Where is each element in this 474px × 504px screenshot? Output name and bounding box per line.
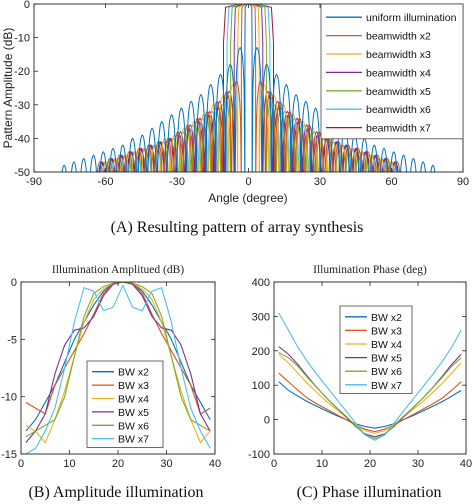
chart-c-ytick-label: 200 [252,346,270,358]
chart-b-caption: (B) Amplitude illumination [28,484,203,501]
chart-c-ytick-label: 400 [252,277,270,289]
chart-a-ytick-label: -20 [14,66,30,78]
chart-c-series-line [278,352,462,440]
chart-a-ytick-label: -50 [14,167,30,179]
chart-c-legend-label: BW x6 [371,366,402,378]
chart-b-legend-label: BW x4 [118,394,149,406]
chart-a-series-line [61,4,436,172]
chart-c-xtick-label: 30 [412,458,424,470]
chart-c-legend-box [339,305,413,394]
chart-a-legend-label: beamwidth x7 [366,123,431,135]
chart-b-xtick-label: 40 [209,458,221,470]
chart-a-ytick-label: 0 [24,0,30,11]
chart-b-xtick-label: 30 [160,458,172,470]
chart-b-legend-label: BW x5 [118,407,149,419]
chart-a-series-line [105,4,392,172]
chart-a-xtick-label: 30 [314,176,326,188]
chart-a-legend-label: beamwidth x5 [366,86,431,98]
chart-a-legend-box [320,3,464,140]
chart-a-legend-label: beamwidth x4 [366,67,431,79]
chart-b-title: Illumination Amplitued (dB) [52,264,184,276]
chart-c-series-line [278,353,462,434]
chart-a-legend: uniform illumination beamwidth x2 beamwidt… [320,3,464,140]
chart-a-xtick-label: -90 [26,176,42,188]
chart-c-legend-label: BW x7 [371,380,402,392]
chart-b-ytick-label: -10 [1,392,17,404]
chart-c-legend-label: BW x2 [371,312,402,324]
chart-c-legend-label: BW x4 [371,339,402,351]
chart-c-ytick-label: -100 [248,449,270,461]
chart-c-xtick-label: 0 [271,458,277,470]
chart-a-legend-label: uniform illumination [366,12,457,24]
chart-c-xtick-label: 40 [460,458,472,470]
chart-c-series-line [278,312,462,441]
chart-b-ytick-label: -15 [1,449,17,461]
chart-a-xtick-label: 90 [457,176,469,188]
chart-c-legend-label: BW x3 [371,325,402,337]
chart-a-xtick-label: -30 [169,176,185,188]
chart-c-lines [278,312,462,441]
chart-a-xtick-label: -60 [98,176,114,188]
chart-b-xtick-label: 10 [63,458,75,470]
chart-a-ytick-label: -30 [14,100,30,112]
chart-b-ytick-label: 0 [11,277,17,289]
chart-c-xtick-label: 10 [316,458,328,470]
chart-a-ylabel: Pattern Amplitude (dB) [1,28,15,149]
chart-a-lines [61,4,436,172]
chart-c-series-line [278,381,462,429]
chart-a-ytick-label: -10 [14,33,30,45]
chart-b-ticks: 0 10 20 30 40 0 -5 -10 -15 [1,277,221,470]
chart-c-title: Illumination Phase (deg) [313,264,427,276]
chart-b-xtick-label: 0 [18,458,24,470]
chart-b-legend-label: BW x3 [118,380,149,392]
chart-b-series-line [25,284,211,454]
chart-c: Illumination Phase (deg) 0 10 20 30 40 400 300… [248,264,472,501]
chart-b-legend-label: BW x6 [118,420,149,432]
chart-a: -90 -60 -30 0 30 60 90 0 -10 -20 -30 -40 -50 Angle (… [1,0,469,236]
chart-b-xtick-label: 20 [112,458,124,470]
chart-a-ytick-label: -40 [14,133,30,145]
chart-c-ytick-label: 300 [252,311,270,323]
chart-b: Illumination Amplitued (dB) 0 10 20 30 40 0 -5… [1,264,221,501]
chart-b-legend-label: BW x2 [118,367,149,379]
chart-c-caption: (C) Phase illumination [297,484,442,501]
chart-a-xtick-label: 60 [385,176,397,188]
chart-a-xtick-label: 0 [245,176,251,188]
chart-a-legend-label: beamwidth x2 [366,31,431,43]
chart-c-legend-label: BW x5 [371,353,402,365]
chart-b-legend-box [86,360,164,448]
chart-b-ytick-label: -5 [7,334,17,346]
chart-c-ytick-label: 0 [264,415,270,427]
chart-a-xlabel: Angle (degree) [208,191,287,205]
chart-b-legend-label: BW x7 [118,434,149,446]
chart-a-legend-label: beamwidth x3 [366,49,431,61]
chart-c-xtick-label: 20 [364,458,376,470]
chart-c-series-line [278,372,462,433]
chart-c-ytick-label: 100 [252,380,270,392]
chart-a-caption: (A) Resulting pattern of array synthesis [111,219,364,236]
chart-a-legend-label: beamwidth x6 [366,104,431,116]
chart-a-series-line [96,4,401,172]
